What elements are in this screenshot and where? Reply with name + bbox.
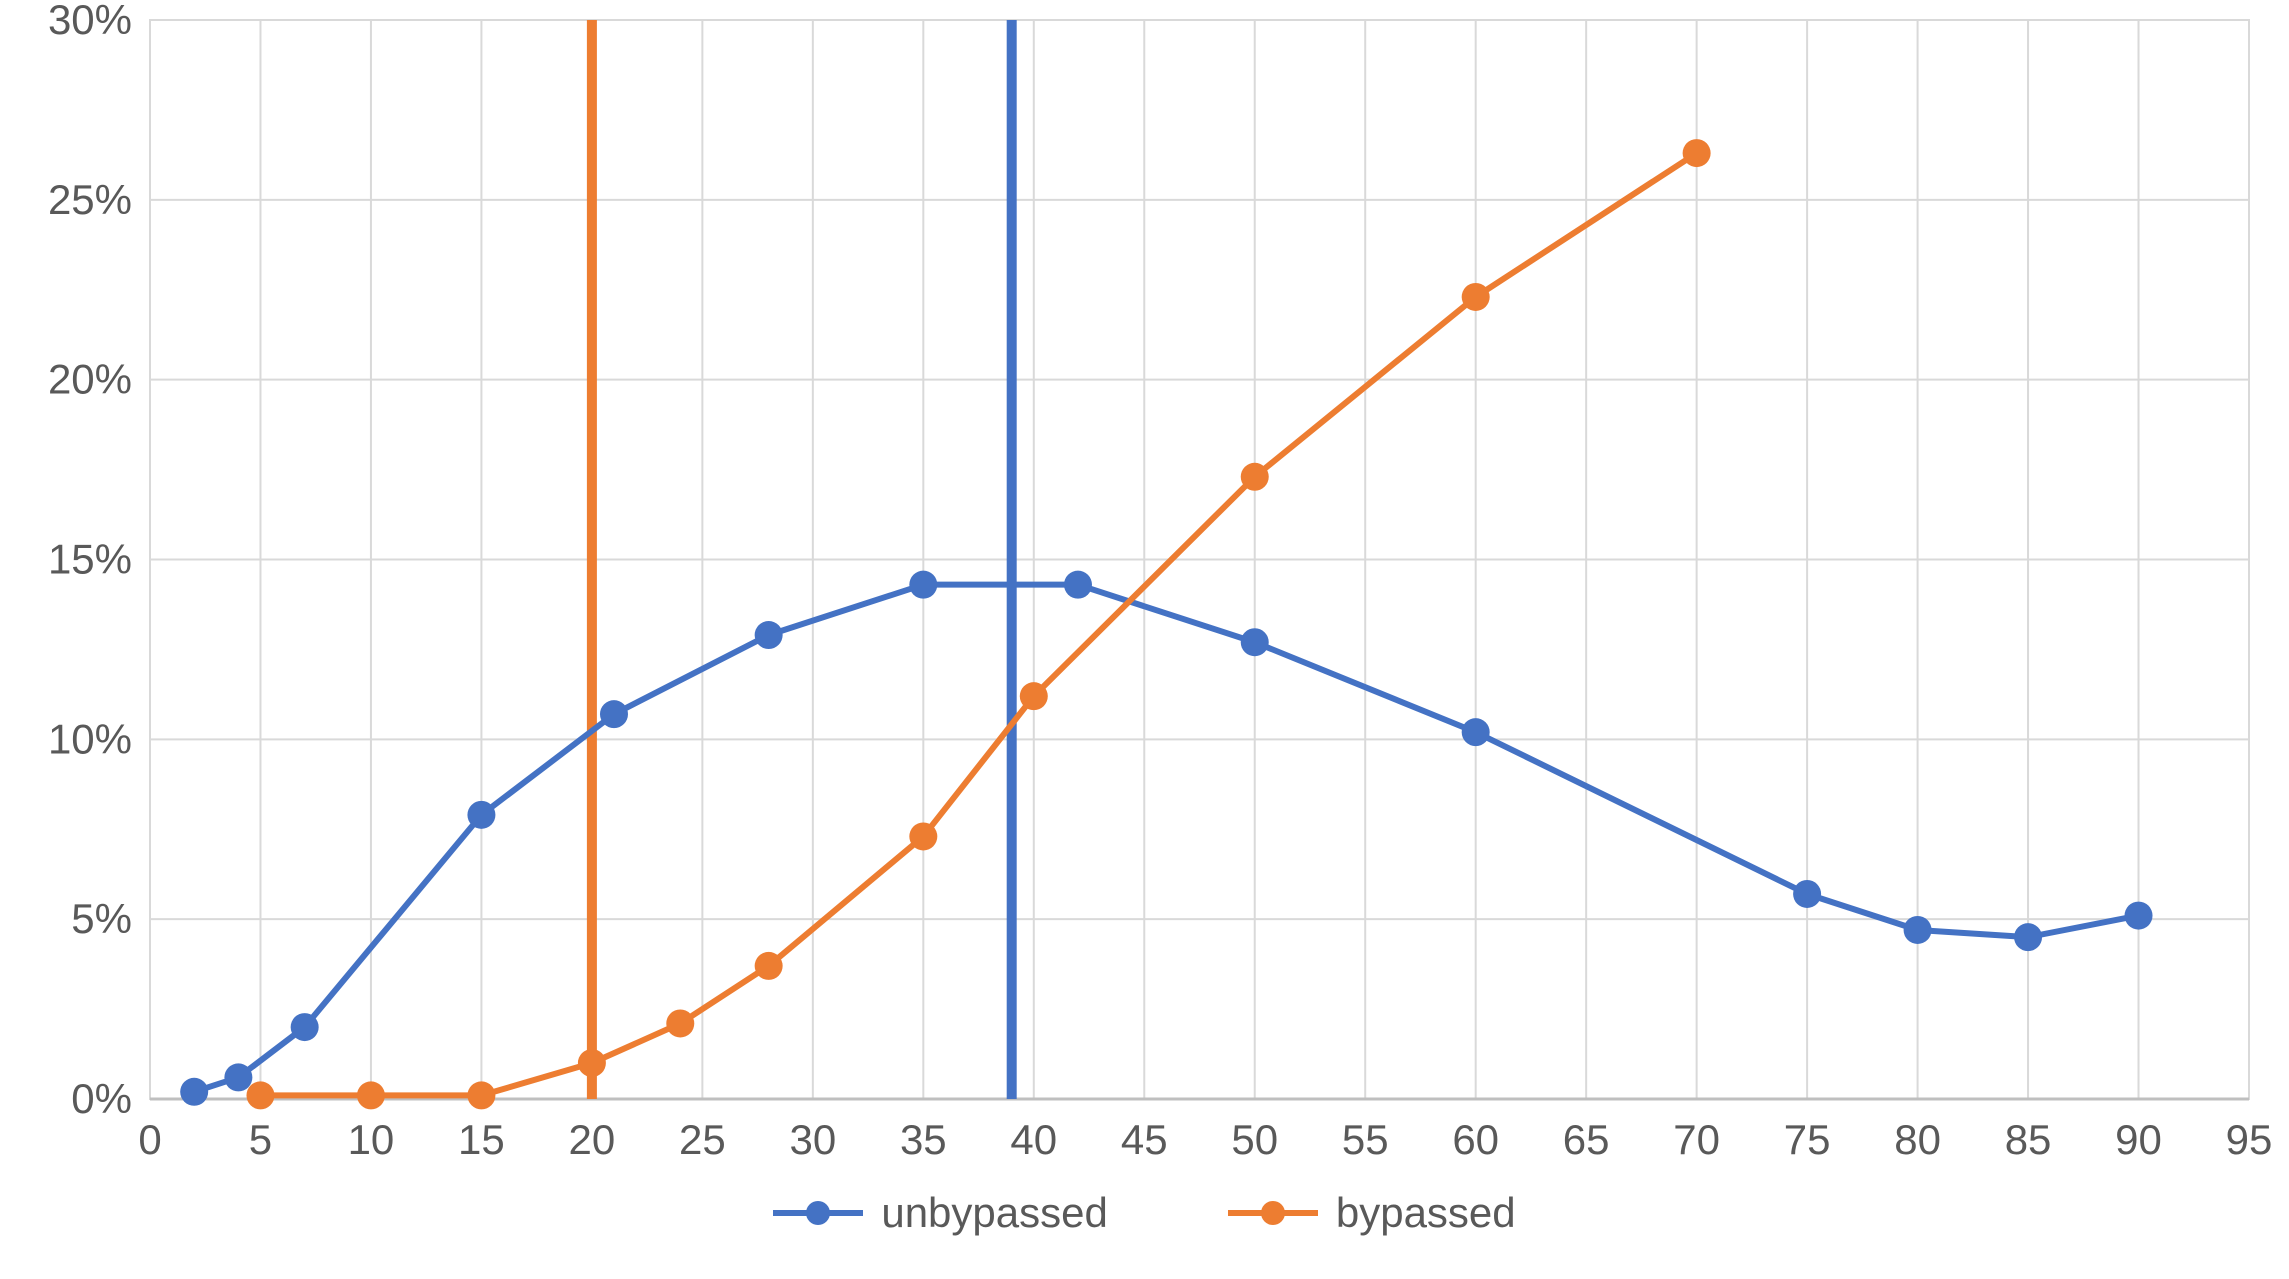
x-tick-label: 35 [900,1116,947,1163]
series-marker-unbypassed [600,700,628,728]
legend-marker-icon [1261,1201,1285,1225]
y-tick-label: 25% [48,176,132,223]
x-tick-label: 10 [348,1116,395,1163]
x-tick-label: 5 [249,1116,272,1163]
series-marker-unbypassed [1241,628,1269,656]
series-marker-unbypassed [909,571,937,599]
x-tick-label: 70 [1673,1116,1720,1163]
series-marker-unbypassed [180,1078,208,1106]
series-marker-unbypassed [291,1013,319,1041]
x-tick-label: 65 [1563,1116,1610,1163]
y-tick-label: 15% [48,536,132,583]
x-tick-label: 45 [1121,1116,1168,1163]
series-marker-unbypassed [467,801,495,829]
series-marker-bypassed [666,1009,694,1037]
y-tick-label: 0% [71,1075,132,1122]
series-marker-bypassed [357,1081,385,1109]
series-marker-unbypassed [2125,902,2153,930]
x-tick-label: 40 [1010,1116,1057,1163]
y-tick-label: 5% [71,895,132,942]
series-marker-unbypassed [1064,571,1092,599]
legend-label: unbypassed [881,1189,1108,1237]
line-chart: 0% 5% 10% 15% 20% 25% 30% 0 5 10 15 20 25 30 35 40 45 50 5… [0,0,2289,1279]
series-marker-bypassed [467,1081,495,1109]
series-marker-bypassed [578,1049,606,1077]
legend-label: bypassed [1336,1189,1516,1237]
series-marker-unbypassed [1462,718,1490,746]
legend-item-bypassed: bypassed [1228,1189,1516,1237]
legend-item-unbypassed: unbypassed [773,1189,1108,1237]
series-marker-bypassed [1020,682,1048,710]
y-tick-label: 20% [48,356,132,403]
x-tick-label: 20 [569,1116,616,1163]
x-tick-label: 0 [138,1116,161,1163]
series-marker-bypassed [1462,283,1490,311]
x-tick-label: 30 [789,1116,836,1163]
x-tick-label: 15 [458,1116,505,1163]
series-marker-bypassed [1241,463,1269,491]
series-marker-unbypassed [224,1063,252,1091]
x-tick-label: 80 [1894,1116,1941,1163]
y-tick-label: 10% [48,715,132,762]
x-tick-label: 90 [2115,1116,2162,1163]
x-tick-label: 75 [1784,1116,1831,1163]
series-marker-bypassed [246,1081,274,1109]
legend-swatch [773,1210,863,1216]
series-marker-unbypassed [1793,880,1821,908]
x-tick-label: 50 [1231,1116,1278,1163]
series-marker-unbypassed [755,621,783,649]
x-tick-label: 85 [2005,1116,2052,1163]
legend: unbypassed bypassed [0,1189,2289,1237]
legend-swatch [1228,1210,1318,1216]
series-marker-unbypassed [2014,923,2042,951]
x-tick-label: 55 [1342,1116,1389,1163]
series-marker-bypassed [755,952,783,980]
y-tick-label: 30% [48,0,132,43]
chart-container: 0% 5% 10% 15% 20% 25% 30% 0 5 10 15 20 25 30 35 40 45 50 5… [0,0,2289,1279]
series-marker-unbypassed [1904,916,1932,944]
x-tick-label: 25 [679,1116,726,1163]
x-tick-label: 60 [1452,1116,1499,1163]
legend-marker-icon [806,1201,830,1225]
series-marker-bypassed [909,822,937,850]
series-marker-bypassed [1683,139,1711,167]
x-tick-label: 95 [2226,1116,2273,1163]
